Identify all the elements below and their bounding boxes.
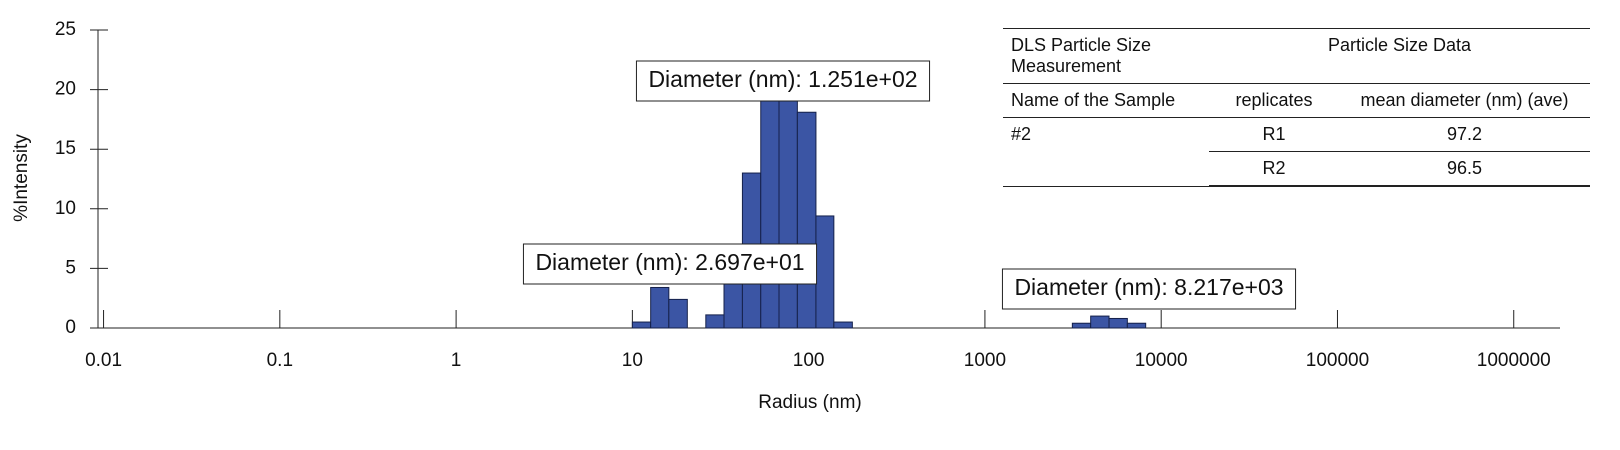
replicate-name: R1 bbox=[1262, 124, 1286, 144]
annotation: Diameter (nm): 1.251e+02 bbox=[648, 66, 917, 92]
x-tick-label: 0.1 bbox=[267, 350, 293, 371]
bar bbox=[1071, 322, 1092, 329]
data-table: DLS Particle Size Measurement Particle S… bbox=[1003, 28, 1590, 187]
y-tick-label: 15 bbox=[55, 138, 76, 159]
x-tick-label: 10000 bbox=[1135, 350, 1188, 371]
bar bbox=[760, 83, 780, 329]
y-axis-label: %Intensity bbox=[11, 134, 32, 222]
x-tick-label: 100000 bbox=[1306, 350, 1369, 371]
annotation-box bbox=[1001, 268, 1297, 310]
replicate-value: 97.2 bbox=[1446, 124, 1483, 144]
x-tick-label: 1000 bbox=[964, 350, 1006, 371]
table-title: DLS Particle Size Measurement bbox=[1011, 35, 1152, 76]
y-tick-label: 5 bbox=[65, 257, 76, 278]
bar bbox=[705, 314, 725, 329]
bar bbox=[631, 321, 652, 329]
bar bbox=[815, 215, 835, 329]
x-axis-label: Radius (nm) bbox=[758, 392, 861, 413]
y-tick-label: 25 bbox=[55, 19, 76, 40]
y-tick-label: 10 bbox=[55, 198, 76, 219]
bar bbox=[1108, 317, 1128, 329]
bar bbox=[1126, 322, 1147, 329]
replicate-row: R1 97.2 bbox=[1209, 118, 1590, 152]
sample-name: #2 bbox=[1011, 124, 1032, 144]
bar bbox=[778, 89, 798, 329]
bar bbox=[650, 286, 670, 329]
replicate-row: R2 96.5 bbox=[1209, 152, 1590, 186]
column-header: replicates bbox=[1235, 90, 1313, 110]
table-header-row: DLS Particle Size Measurement Particle S… bbox=[1003, 28, 1590, 84]
replicate-name: R2 bbox=[1262, 158, 1286, 178]
x-tick-label: 10 bbox=[622, 350, 643, 371]
column-header: mean diameter (nm) (ave) bbox=[1360, 90, 1569, 110]
table-group-header: Particle Size Data bbox=[1327, 35, 1472, 55]
x-tick-label: 100 bbox=[793, 350, 825, 371]
bar bbox=[833, 321, 853, 329]
x-tick-label: 0.01 bbox=[85, 350, 122, 371]
bar bbox=[796, 111, 817, 329]
table-body: #2 R1 97.2 R2 96.5 bbox=[1003, 118, 1590, 187]
x-tick-label: 1 bbox=[451, 350, 462, 371]
y-tick-label: 0 bbox=[65, 317, 76, 338]
y-tick-label: 20 bbox=[55, 79, 76, 100]
replicate-value: 96.5 bbox=[1446, 158, 1483, 178]
annotation-box bbox=[522, 243, 818, 285]
annotation: Diameter (nm): 2.697e+01 bbox=[535, 249, 804, 275]
column-header: Name of the Sample bbox=[1011, 90, 1176, 110]
replicate-list: R1 97.2 R2 96.5 bbox=[1209, 118, 1590, 186]
x-tick-label: 1000000 bbox=[1477, 350, 1551, 371]
bar bbox=[668, 298, 688, 329]
bar bbox=[1090, 315, 1110, 329]
annotation-box bbox=[635, 60, 931, 102]
annotation: Diameter (nm): 8.217e+03 bbox=[1014, 274, 1283, 300]
table-column-row: Name of the Sample replicates mean diame… bbox=[1003, 84, 1590, 118]
